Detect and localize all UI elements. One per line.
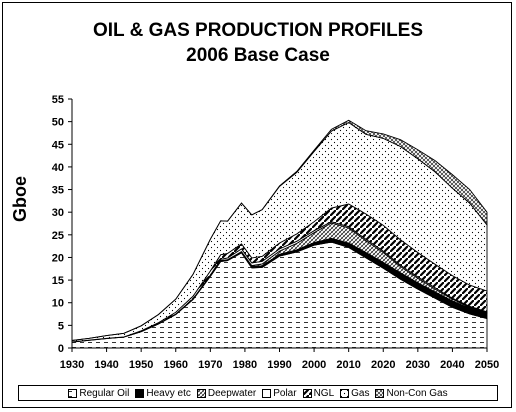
x-tick-label: 1980 [233, 359, 257, 371]
y-tick-label: 40 [52, 162, 64, 174]
legend-label: Non-Con Gas [386, 387, 448, 399]
y-tick-label: 15 [52, 275, 64, 287]
x-tick-label: 2050 [475, 359, 499, 371]
legend-label: Heavy etc [146, 387, 191, 399]
legend-label: Polar [273, 387, 297, 399]
legend-swatch [302, 388, 312, 398]
x-tick-label: 1940 [94, 359, 118, 371]
y-tick-label: 5 [58, 320, 64, 332]
legend-swatch [262, 388, 272, 398]
legend-item: Deepwater [196, 387, 257, 399]
chart-title: OIL & GAS PRODUCTION PROFILES [92, 20, 424, 41]
x-tick-label: 2010 [336, 359, 360, 371]
x-tick-label: 1970 [198, 359, 222, 371]
y-tick-label: 0 [58, 343, 64, 355]
y-tick-label: 45 [52, 139, 64, 151]
x-tick-label: 1960 [164, 359, 188, 371]
legend-item: Gas [340, 388, 369, 399]
legend-item: Heavy etc [135, 387, 191, 399]
x-tick-label: 1950 [129, 359, 153, 371]
area-non-con-gas [71, 119, 488, 341]
legend-label: Gas [351, 387, 370, 399]
legend-label: Regular Oil [79, 387, 130, 399]
y-tick-label: 55 [52, 94, 64, 106]
legend-swatch [375, 388, 385, 398]
chart-subtitle: 2006 Base Case [186, 45, 330, 66]
x-tick-label: 1930 [60, 359, 84, 371]
legend-item: Non-Con Gas [375, 387, 448, 399]
x-tick-label: 2000 [302, 359, 326, 371]
legend-label: Deepwater [207, 387, 257, 399]
legend-swatch [196, 388, 206, 398]
legend-item: Polar [262, 387, 297, 399]
legend-swatch [340, 388, 350, 398]
legend-item: Regular Oil [68, 388, 129, 399]
legend-item: NGL [302, 387, 335, 399]
x-tick-label: 2030 [406, 359, 430, 371]
y-tick-label: 30 [52, 207, 64, 219]
x-tick-label: 2020 [371, 359, 395, 371]
legend-label: NGL [313, 387, 335, 399]
legend-swatch [135, 388, 145, 398]
x-tick-label: 1990 [267, 359, 291, 371]
legend-swatch [68, 388, 78, 398]
y-tick-label: 10 [52, 298, 64, 310]
x-tick-label: 2040 [440, 359, 464, 371]
y-tick-label: 50 [52, 117, 64, 129]
y-tick-label: 35 [52, 185, 64, 197]
y-tick-label: 25 [52, 230, 64, 242]
y-tick-label: 20 [52, 252, 64, 264]
chart-legend: Regular Oil Heavy etc Deepwater Polar NGL Gas… [18, 385, 498, 401]
